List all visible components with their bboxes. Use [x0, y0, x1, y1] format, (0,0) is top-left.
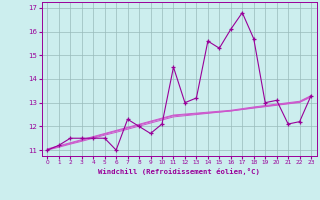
X-axis label: Windchill (Refroidissement éolien,°C): Windchill (Refroidissement éolien,°C)	[98, 168, 260, 175]
